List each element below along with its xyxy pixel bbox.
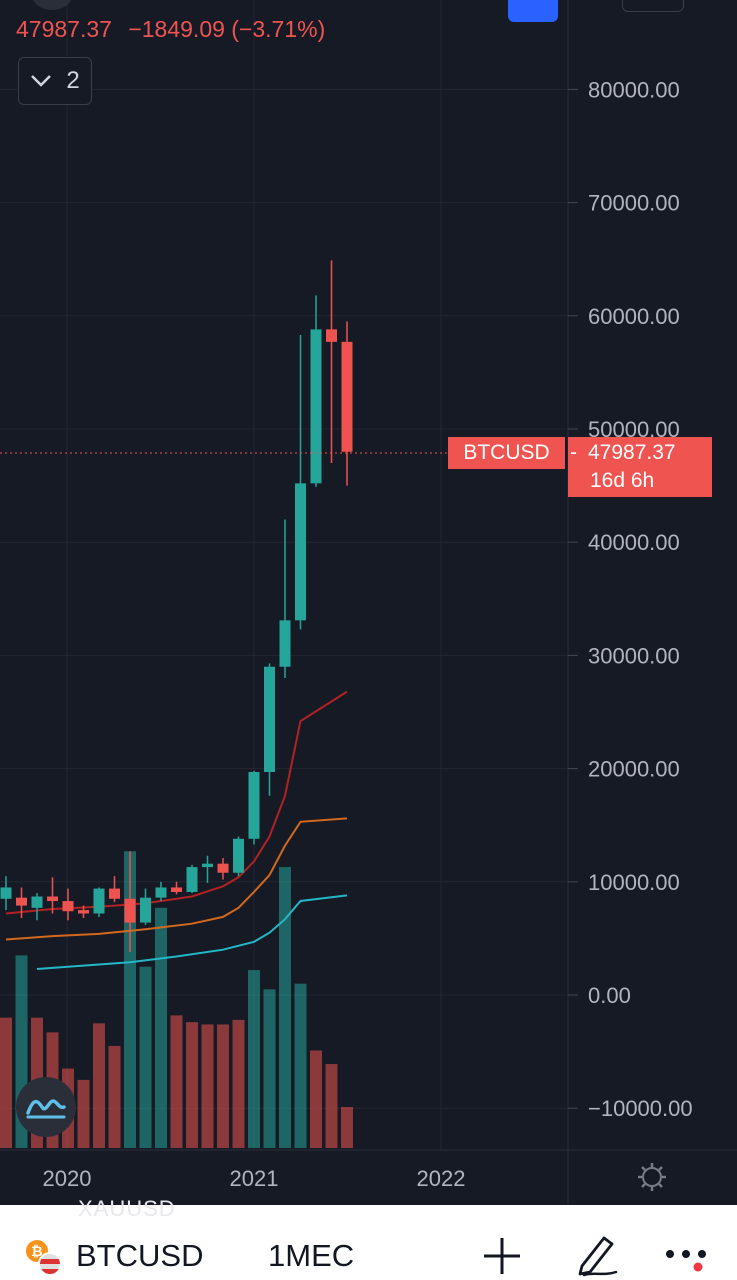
symbol-price-label: BTCUSD [448, 437, 565, 469]
label-price: 47987.37 [588, 441, 676, 464]
price-tick-label: −10000.00 [588, 1096, 693, 1121]
volume-bar [124, 851, 136, 1148]
time-tick-label: 2020 [43, 1166, 92, 1191]
chevron-down-icon [31, 75, 52, 87]
volume-bar [217, 1024, 229, 1148]
time-scale: 2020 2021 2022 [43, 1166, 466, 1191]
usd-flag-icon [38, 1252, 62, 1276]
volume-bar [310, 1050, 322, 1148]
tradingview-logo-button[interactable] [16, 1077, 76, 1137]
volume-bar [77, 1079, 90, 1148]
volume-bar [170, 1015, 183, 1148]
candle-body [31, 896, 43, 908]
candle-body [171, 887, 182, 892]
candles [0, 260, 353, 952]
bar-countdown: 16d 6h [590, 469, 655, 492]
candle-body [279, 620, 291, 667]
volume-bar [325, 1064, 338, 1148]
time-tick-label: 2022 [417, 1166, 466, 1191]
symbol-logo-partial [32, 0, 72, 10]
candle-body [341, 341, 353, 452]
volume-bar [248, 970, 260, 1148]
candle-body [155, 887, 167, 898]
indicators-toggle-button[interactable]: 2 [18, 57, 92, 105]
price-tick-label: 20000.00 [588, 757, 680, 782]
price-tick-label: 40000.00 [588, 530, 680, 555]
volume-bar [139, 966, 152, 1148]
interval-button[interactable]: 1MEC [268, 1238, 355, 1273]
volume-bar [294, 983, 307, 1148]
volume-bar [341, 1107, 353, 1148]
candle-body [264, 666, 275, 772]
time-tick-label: 2021 [230, 1166, 279, 1191]
price-tick-label: 10000.00 [588, 870, 680, 895]
candle-body [326, 329, 337, 342]
candle-body [16, 897, 27, 906]
volume-bar [201, 1024, 214, 1148]
candle-body [310, 329, 322, 484]
price-tick-label: 70000.00 [588, 191, 680, 216]
candle-body [109, 888, 120, 899]
volume-bar [108, 1045, 121, 1148]
indicators-count: 2 [66, 67, 80, 94]
candle-body [233, 838, 244, 873]
price-tick-label: 60000.00 [588, 304, 680, 329]
candle-body [140, 897, 151, 923]
bottom-toolbar [0, 1205, 737, 1280]
price-tick-label: 80000.00 [588, 77, 680, 102]
volume-bar [0, 1017, 12, 1148]
plus-icon[interactable] [482, 1236, 522, 1276]
candle-body [202, 863, 213, 868]
toolbar-button-partial-2[interactable] [622, 0, 684, 12]
toolbar-button-partial[interactable] [508, 0, 558, 22]
candle-body [62, 901, 74, 912]
ma-short-line [5, 690, 348, 915]
label-dash: - [570, 441, 577, 464]
candle-body [248, 771, 260, 839]
price-change: −1849.09 (−3.71%) [128, 16, 326, 42]
tradingview-logo-icon [26, 1099, 66, 1119]
quote-line: 47987.37 −1849.09 (−3.71%) [16, 16, 335, 43]
chart-settings-icon[interactable] [638, 1163, 666, 1191]
price-tick-label: 30000.00 [588, 643, 680, 668]
ghost-symbol: XAUUSD [78, 1196, 176, 1221]
last-price: 47987.37 [16, 16, 112, 42]
candle-body [47, 896, 58, 902]
volume-bar [155, 907, 167, 1148]
ma-mid-line [5, 817, 348, 941]
volume-bar [279, 867, 291, 1148]
moving-averages [5, 690, 348, 970]
candle-body [78, 910, 89, 914]
candle-body [217, 863, 229, 873]
volume-bar [93, 1023, 105, 1148]
ma-long-line [36, 894, 348, 970]
volume-bars [0, 851, 353, 1148]
candle-body [124, 898, 136, 923]
volume-bar [232, 1019, 245, 1148]
candle-body [0, 887, 12, 899]
price-chart[interactable]: 80000.0070000.0060000.0050000.0040000.00… [0, 0, 737, 1205]
pen-icon[interactable] [574, 1232, 620, 1278]
candle-body [295, 483, 306, 621]
volume-bar [186, 1022, 198, 1148]
more-dots-icon[interactable] [664, 1242, 710, 1272]
symbol-button[interactable]: BTCUSD [76, 1238, 204, 1273]
volume-bar [263, 989, 276, 1148]
candle-body [93, 888, 105, 914]
price-scale: 80000.0070000.0060000.0050000.0040000.00… [568, 77, 693, 1121]
price-tick-label: 0.00 [588, 983, 631, 1008]
last-price-label: - 47987.37 16d 6h [568, 437, 712, 497]
candle-body [186, 867, 198, 892]
